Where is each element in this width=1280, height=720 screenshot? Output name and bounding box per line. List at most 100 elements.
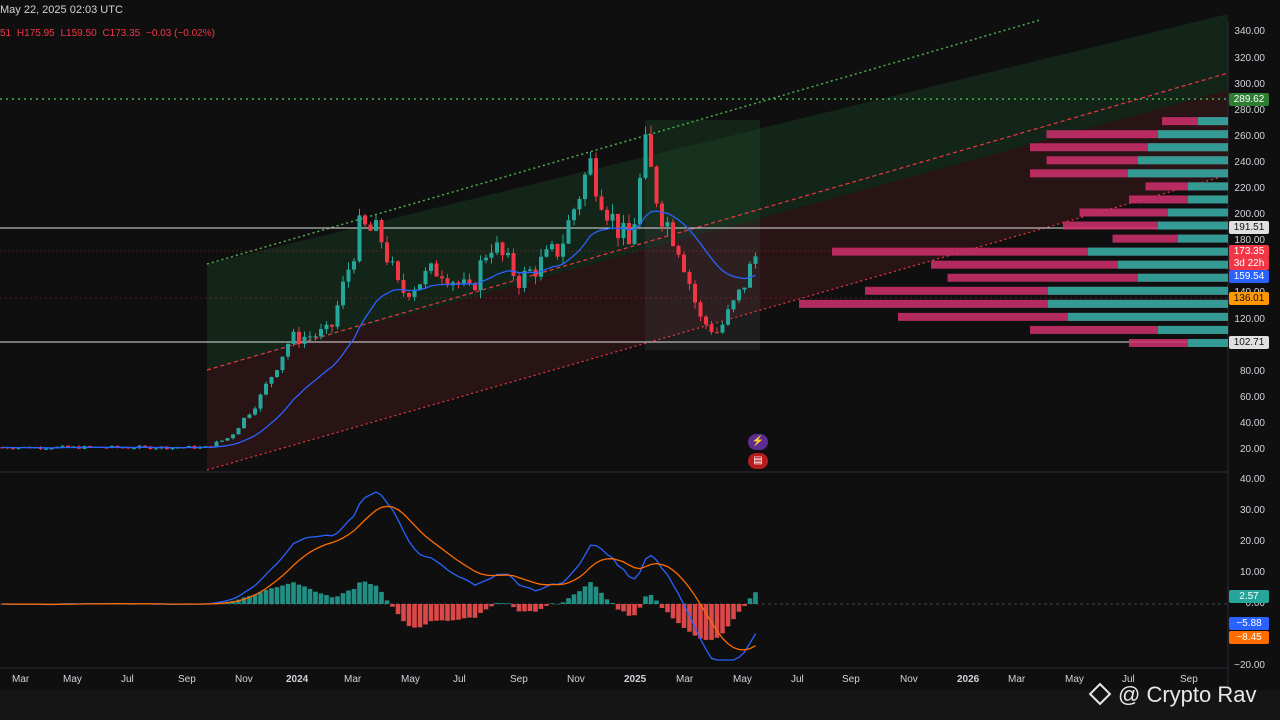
- macd-histogram-bar: [307, 588, 313, 604]
- candle-body: [363, 215, 367, 225]
- candle-body: [638, 177, 642, 225]
- candle-body: [676, 245, 681, 255]
- macd-tick-label: 10.00: [1239, 567, 1265, 578]
- volume-profile-sell-bar: [799, 299, 1228, 308]
- macd-histogram-bar: [626, 604, 632, 616]
- candle-body: [660, 203, 664, 227]
- volume-profile-buy-bar: [1138, 273, 1228, 282]
- candle-body: [528, 269, 532, 271]
- candle-body: [572, 209, 576, 221]
- ohlc-low: L159.50: [60, 28, 97, 39]
- signal-value-badge: −8.45: [1229, 631, 1269, 644]
- macd-histogram-bar: [676, 604, 681, 624]
- volume-profile-buy-bar: [1188, 195, 1228, 204]
- macd-histogram-bar: [742, 604, 747, 607]
- macd-histogram-bar: [522, 604, 527, 612]
- candle-body: [731, 300, 736, 310]
- macd-histogram-bar: [599, 592, 604, 604]
- event-lightning-icon[interactable]: ⚡: [748, 434, 768, 450]
- event-flag-us-icon[interactable]: ▤: [748, 453, 768, 469]
- candle-body: [115, 445, 120, 448]
- macd-histogram-bar: [274, 587, 280, 604]
- candle-body: [649, 134, 653, 167]
- macd-histogram-bar: [516, 604, 522, 612]
- candle-body: [352, 261, 356, 270]
- candle-body: [632, 224, 637, 245]
- candle-body: [687, 272, 692, 284]
- macd-histogram-bar: [747, 598, 753, 604]
- candle-body: [242, 417, 246, 429]
- price-tick-label: 40.00: [1239, 417, 1265, 429]
- candle-body: [324, 324, 329, 330]
- candle-body: [308, 336, 312, 338]
- candle-body: [220, 440, 224, 442]
- price-tick-label: 260.00: [1234, 130, 1265, 142]
- macd-histogram-bar: [478, 604, 483, 613]
- time-tick-label: Mar: [12, 674, 30, 685]
- candle-body: [742, 287, 747, 290]
- time-tick-label: Jul: [791, 674, 804, 685]
- macd-histogram-bar: [263, 589, 269, 604]
- price-tick-label: 320.00: [1234, 52, 1265, 64]
- macd-histogram-bar: [643, 596, 648, 604]
- macd-histogram-bar: [412, 604, 417, 628]
- macd-histogram-bar: [527, 604, 533, 611]
- time-tick-label: Nov: [567, 674, 585, 685]
- time-tick-label: Sep: [1180, 674, 1198, 685]
- time-tick-label: May: [401, 674, 420, 685]
- macd-histogram-bar: [549, 603, 555, 604]
- candle-body: [704, 316, 708, 325]
- candle-body: [275, 370, 279, 377]
- candle-body: [577, 199, 582, 210]
- candle-body: [247, 414, 252, 418]
- time-tick-label: May: [733, 674, 752, 685]
- volume-profile-buy-bar: [1168, 208, 1228, 217]
- candle-body: [445, 278, 450, 286]
- channel-lower-fill: [207, 90, 1228, 470]
- macd-histogram-bar: [368, 583, 373, 604]
- time-tick-label: Mar: [676, 674, 694, 685]
- price-tick-label: 240.00: [1234, 156, 1265, 168]
- macd-histogram-bar: [434, 604, 439, 621]
- candle-body: [330, 324, 334, 327]
- candle-body: [511, 252, 516, 276]
- macd-histogram-bar: [423, 604, 428, 625]
- macd-histogram-bar: [373, 585, 379, 604]
- volume-profile-buy-bar: [1138, 156, 1228, 165]
- macd-histogram-bar: [692, 604, 698, 636]
- candle-body: [132, 448, 136, 450]
- candle-body: [500, 242, 505, 256]
- candle-body: [627, 222, 631, 245]
- candle-body: [561, 243, 565, 257]
- macd-histogram-bar: [390, 604, 395, 607]
- volume-profile-buy-bar: [1118, 260, 1228, 269]
- ohlc-high: H175.95: [16, 28, 55, 39]
- macd-histogram-bar: [637, 604, 643, 608]
- volume-profile-sell-bar: [947, 273, 1228, 282]
- time-tick-label: Sep: [178, 674, 196, 685]
- candle-body: [374, 219, 378, 231]
- time-tick-label: 2024: [286, 674, 309, 685]
- candle-body: [297, 331, 301, 344]
- price-tick-label: 120.00: [1234, 313, 1265, 325]
- candle-body: [693, 283, 697, 303]
- candle-body: [214, 441, 219, 448]
- time-tick-label: 2026: [957, 674, 980, 685]
- volume-profile-sell-bar: [1046, 156, 1228, 165]
- macd-histogram-bar: [467, 604, 472, 618]
- bottom-bar: [0, 690, 1280, 720]
- volume-profile-sell-bar: [832, 247, 1228, 256]
- volume-profile-buy-bar: [1178, 234, 1228, 243]
- price-tick-label: 60.00: [1239, 391, 1265, 403]
- time-tick-label: May: [1065, 674, 1084, 685]
- time-tick-label: Jul: [453, 674, 466, 685]
- candle-body: [566, 220, 571, 244]
- macd-histogram-bar: [577, 591, 582, 604]
- price-tick-label: 80.00: [1239, 365, 1265, 377]
- candle-body: [341, 281, 345, 306]
- candle-body: [737, 289, 741, 301]
- candle-body: [126, 447, 131, 449]
- macd-histogram-bar: [313, 591, 318, 604]
- macd-histogram-bar: [621, 604, 626, 612]
